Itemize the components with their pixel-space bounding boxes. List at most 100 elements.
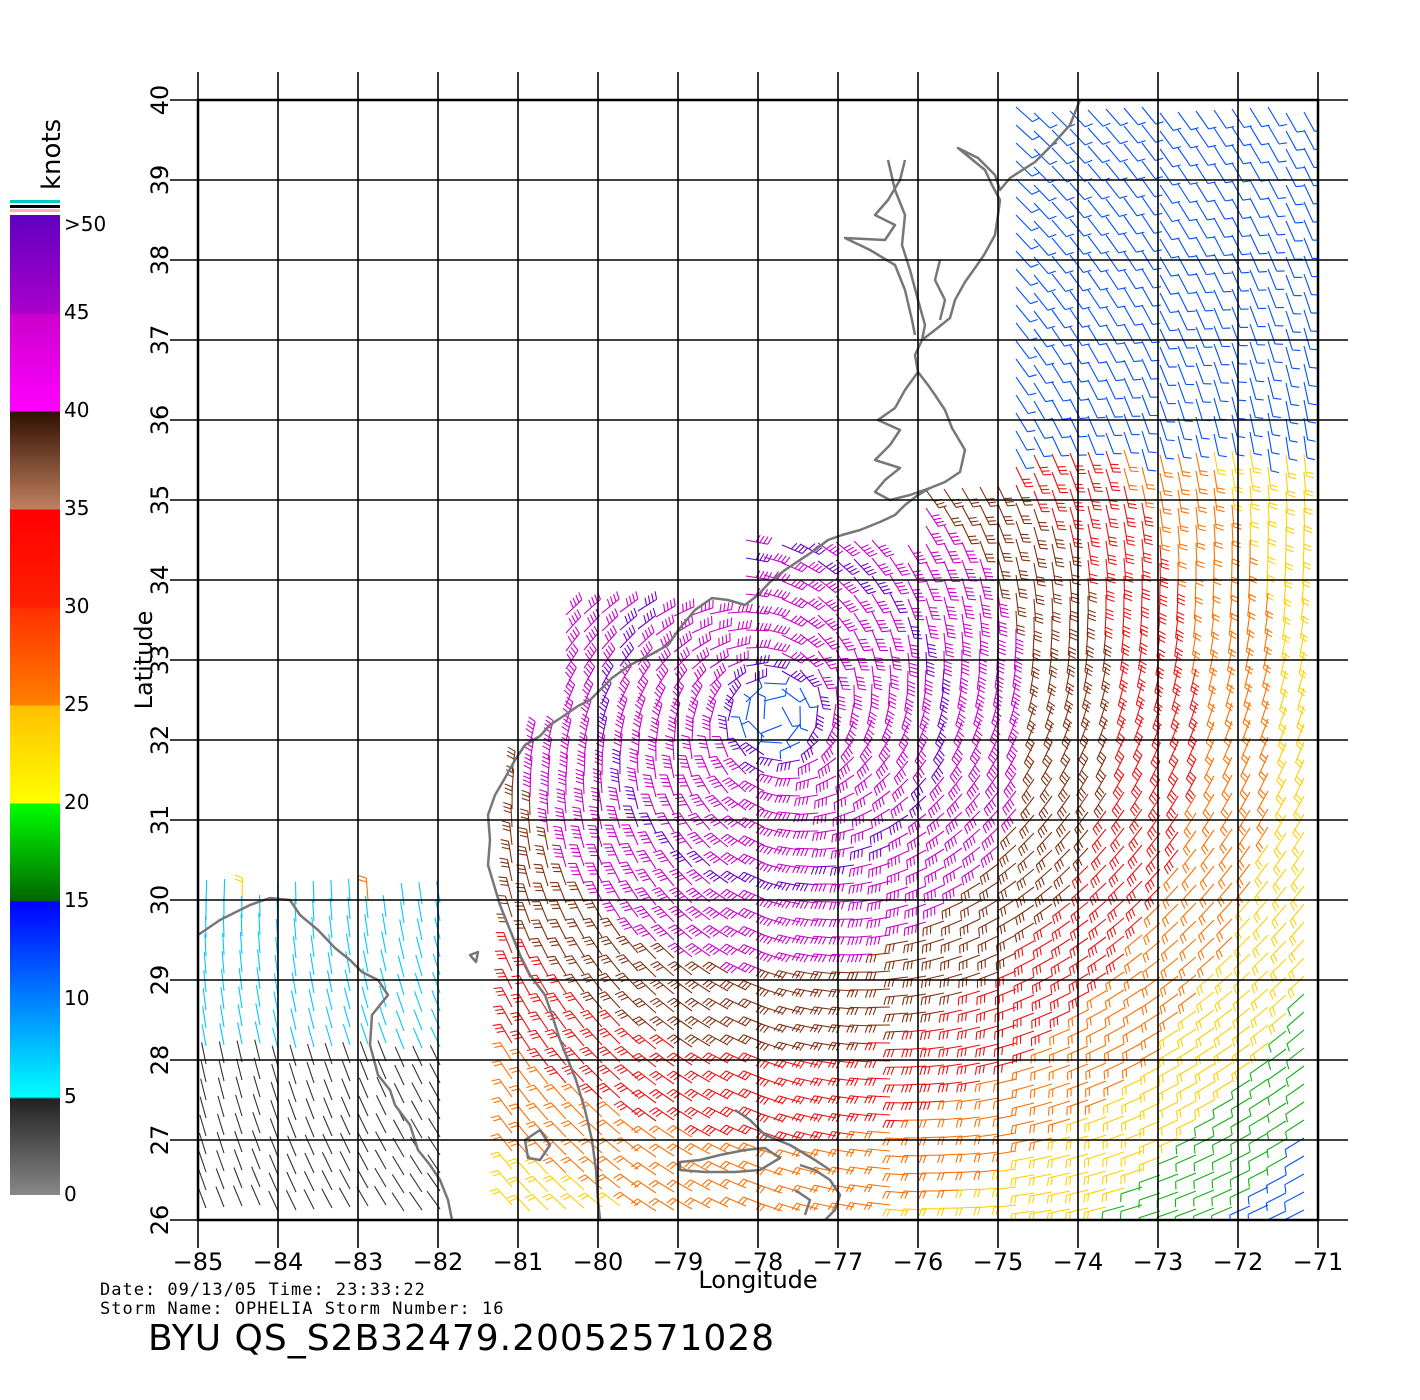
wind-barb-feather	[630, 610, 635, 619]
wind-barb-feather	[934, 889, 936, 898]
wind-barb-feather	[1039, 466, 1048, 469]
wind-barb-feather	[1177, 597, 1186, 602]
wind-barb-feather	[784, 556, 791, 564]
wind-barb	[1015, 340, 1030, 359]
wind-barb-feather	[845, 644, 854, 648]
wind-barb	[1087, 217, 1102, 236]
wind-barb-feather	[1242, 235, 1251, 238]
plot-area: −85 −84 −83 −82 −81 −80 −79 −78 −77 −76 −75 −74 −73−…	[130, 72, 1348, 1294]
wind-barb-feather	[849, 567, 857, 573]
wind-barb-feather	[1295, 185, 1304, 188]
wind-barb-feather	[894, 600, 903, 603]
wind-barb-feather	[573, 612, 579, 620]
wind-barb-feather	[985, 597, 994, 600]
wind-barb-feather	[1050, 647, 1059, 652]
wind-barb-feather	[1061, 436, 1070, 439]
wind-barb-feather	[1064, 325, 1073, 329]
wind-barb-feather	[981, 626, 990, 630]
wind-barb-feather	[1090, 559, 1099, 563]
wind-barb-feather	[1109, 522, 1118, 525]
wind-barb-feather	[568, 650, 575, 658]
wind-barb-feather	[1128, 525, 1137, 528]
wind-barb-feather	[1287, 490, 1296, 494]
wind-barb-feather	[963, 926, 965, 935]
wind-barb-feather	[933, 536, 942, 539]
wind-barb-feather	[589, 614, 595, 623]
wind-barb	[1267, 448, 1272, 471]
wind-barb-feather	[633, 607, 638, 616]
wind-barb-feather	[794, 580, 801, 587]
wind-barb-feather	[1108, 518, 1117, 521]
wind-barb-feather	[886, 553, 895, 558]
wind-barb-feather	[1163, 512, 1172, 515]
wind-barb	[1051, 345, 1065, 365]
wind-barb-feather	[1018, 610, 1027, 614]
wind-barb-feather	[1153, 286, 1162, 289]
wind-barb-feather	[1144, 516, 1153, 519]
wind-barb-feather	[866, 568, 874, 573]
wind-barb-feather	[964, 609, 974, 612]
wind-barb-feather	[1175, 665, 1183, 671]
wind-barb	[1087, 307, 1101, 327]
wind-barb-feather	[1272, 434, 1281, 437]
wind-barb-feather	[1157, 648, 1166, 654]
wind-barb-feather	[688, 630, 693, 639]
wind-barb-feather	[1097, 398, 1106, 401]
wind-barb-feather	[1003, 556, 1012, 559]
wind-barb-feather	[845, 668, 854, 671]
wind-barb-feather	[1092, 545, 1101, 548]
wind-barb-feather	[1165, 457, 1175, 460]
wind-barb	[1141, 142, 1156, 161]
wind-barb-feather	[842, 599, 851, 604]
wind-barb-feather	[1205, 291, 1214, 294]
wind-barb-feather	[1100, 306, 1109, 309]
wind-barb-feather	[627, 613, 632, 621]
wind-barb-feather	[948, 532, 957, 535]
wind-barb-feather	[702, 635, 705, 644]
wind-barb	[1105, 360, 1117, 381]
wind-barb-feather	[685, 633, 689, 642]
wind-barb-feather	[1270, 488, 1279, 492]
wind-barb-feather	[850, 608, 859, 613]
wind-barb-feather	[1125, 575, 1134, 579]
wind-barb	[1213, 289, 1224, 311]
wind-barb-feather	[999, 625, 1008, 629]
wind-barb-feather	[1201, 455, 1210, 458]
wind-barb-feather	[1241, 253, 1250, 256]
wind-barb-feather	[876, 833, 879, 842]
wind-barb	[1105, 162, 1121, 181]
wind-barb-feather	[1235, 490, 1244, 494]
wind-barb	[1123, 431, 1132, 453]
wind-barb	[1285, 346, 1293, 369]
wind-barb-feather	[610, 642, 616, 650]
wind-barb-feather	[1196, 560, 1205, 565]
wind-barb-feather	[1030, 300, 1038, 305]
wind-barb-feather	[1269, 524, 1278, 528]
wind-barb-feather	[1038, 543, 1047, 546]
wind-barb-feather	[1066, 233, 1075, 238]
wind-barb-feather	[1120, 669, 1128, 675]
wind-barb-feather	[631, 624, 636, 633]
wind-barb	[1267, 196, 1279, 217]
wind-barb-feather	[1043, 473, 1052, 476]
wind-barb-feather	[606, 598, 611, 607]
wind-barb	[1177, 417, 1185, 440]
wind-barb-feather	[946, 654, 955, 658]
wind-barb-feather	[1134, 341, 1143, 344]
wind-barb-feather	[777, 554, 783, 562]
wind-barb-feather	[1141, 610, 1150, 615]
wind-barb-feather	[635, 591, 639, 600]
wind-barb-feather	[859, 600, 868, 604]
wind-barb-feather	[1046, 362, 1055, 366]
wind-barb-feather	[1000, 611, 1009, 615]
wind-barb	[1105, 126, 1121, 145]
wind-barb-feather	[1065, 270, 1074, 274]
wind-barb-feather	[1120, 665, 1129, 671]
wind-barb	[1177, 165, 1191, 185]
wind-barb-feather	[998, 647, 1006, 652]
wind-barb-feather	[907, 927, 910, 936]
wind-barb-feather	[982, 634, 991, 638]
wind-barb-feather	[1164, 471, 1173, 475]
wind-barb-feather	[927, 647, 936, 651]
wind-barb-feather	[1259, 252, 1268, 255]
